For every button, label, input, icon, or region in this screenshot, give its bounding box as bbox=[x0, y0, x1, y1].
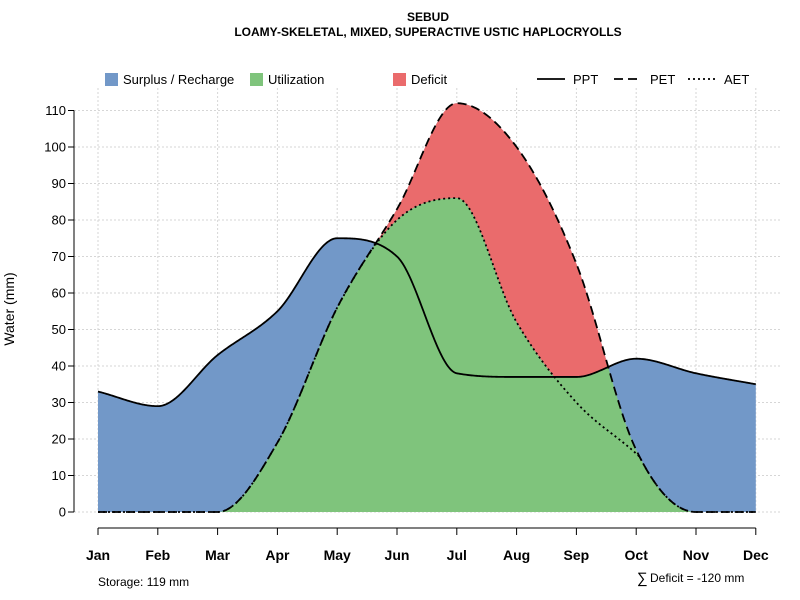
x-axis-ticks: Jan Feb Mar Apr May Jun Jul Aug Sep Oct Nov Dec bbox=[86, 528, 769, 563]
chart-subtitle: LOAMY-SKELETAL, MIXED, SUPERACTIVE USTIC… bbox=[234, 25, 621, 39]
legend-label: Surplus / Recharge bbox=[123, 72, 234, 87]
deficit-area bbox=[98, 103, 756, 513]
legend-item-pet: PET bbox=[614, 72, 675, 87]
y-tick-label: 60 bbox=[52, 286, 66, 301]
x-tick-label: Apr bbox=[265, 547, 290, 563]
y-tick-label: 50 bbox=[52, 322, 66, 337]
x-tick-label: Feb bbox=[145, 547, 170, 563]
axes bbox=[73, 110, 756, 529]
x-tick-label: Mar bbox=[205, 547, 230, 563]
y-tick-label: 30 bbox=[52, 395, 66, 410]
x-tick-label: Sep bbox=[564, 547, 590, 563]
legend-item-aet: AET bbox=[688, 72, 749, 87]
legend-item-ppt: PPT bbox=[537, 72, 598, 87]
y-tick-label: 90 bbox=[52, 176, 66, 191]
y-tick-label: 20 bbox=[52, 432, 66, 447]
deficit-note: Deficit = -120 mm bbox=[650, 571, 744, 585]
x-tick-label: Oct bbox=[625, 547, 649, 563]
legend-swatch bbox=[105, 73, 118, 86]
legend-label: PPT bbox=[573, 72, 598, 87]
legend-swatch bbox=[250, 73, 263, 86]
legend-swatch bbox=[393, 73, 406, 86]
x-tick-label: Nov bbox=[683, 547, 710, 563]
series-lines bbox=[97, 102, 756, 513]
y-axis-ticks: 0 10 20 30 40 50 60 70 80 90 100 110 bbox=[44, 103, 74, 520]
y-axis-label: Water (mm) bbox=[1, 272, 17, 345]
series-line-pet bbox=[98, 102, 756, 513]
y-tick-label: 70 bbox=[52, 249, 66, 264]
x-tick-label: Jul bbox=[447, 547, 467, 563]
storage-note: Storage: 119 mm bbox=[98, 575, 189, 589]
legend-item-surplus-recharge: Surplus / Recharge bbox=[105, 72, 234, 87]
series-line-ppt bbox=[97, 237, 756, 408]
legend-label: Utilization bbox=[268, 72, 324, 87]
area-fills bbox=[98, 103, 756, 513]
x-tick-label: Jan bbox=[86, 547, 110, 563]
legend-label: Deficit bbox=[411, 72, 448, 87]
legend-label: PET bbox=[650, 72, 675, 87]
y-tick-label: 110 bbox=[45, 103, 66, 118]
sum-symbol: ∑ bbox=[637, 570, 648, 587]
legend-label: AET bbox=[724, 72, 749, 87]
legend-item-deficit: Deficit bbox=[393, 72, 448, 87]
y-tick-label: 10 bbox=[52, 468, 66, 483]
y-tick-label: 0 bbox=[59, 505, 66, 520]
x-tick-label: May bbox=[324, 547, 351, 563]
y-tick-label: 100 bbox=[44, 140, 66, 155]
legend-item-utilization: Utilization bbox=[250, 72, 324, 87]
x-tick-label: Dec bbox=[743, 547, 769, 563]
y-tick-label: 40 bbox=[52, 359, 66, 374]
utilization-area bbox=[98, 198, 756, 512]
y-tick-label: 80 bbox=[52, 213, 66, 228]
x-tick-label: Aug bbox=[503, 547, 530, 563]
x-tick-label: Jun bbox=[385, 547, 410, 563]
legend: Surplus / Recharge Utilization Deficit PPT P… bbox=[105, 72, 749, 87]
chart-title: SEBUD bbox=[407, 10, 449, 24]
